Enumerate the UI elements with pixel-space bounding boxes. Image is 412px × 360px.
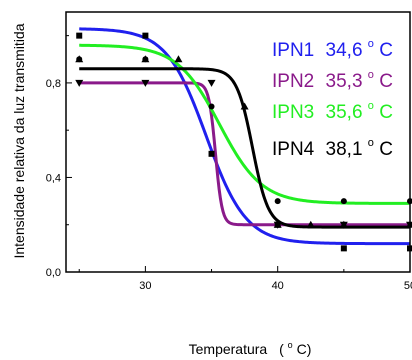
data-point-ipn3: [208, 103, 215, 110]
legend-entry-ipn1: IPN1 34,6 o C: [272, 31, 393, 61]
series-line-ipn2: [79, 81, 410, 227]
legend-ipn4-degree: o: [368, 137, 374, 149]
legend-ipn2-unit: C: [379, 71, 393, 92]
x-axis-unit-letter: C): [297, 341, 312, 357]
legend-ipn4-value: 38,1: [326, 139, 363, 160]
legend-ipn3-unit: C: [379, 102, 393, 123]
data-point-ipn1: [208, 150, 215, 157]
series-line-ipn4: [79, 67, 410, 229]
data-point-ipn4: [273, 220, 282, 228]
data-point-ipn1: [142, 32, 149, 39]
legend-ipn1-value: 34,6: [326, 40, 363, 61]
x-tick-label: 50: [404, 280, 412, 292]
legend-ipn3-value: 35,6: [326, 102, 363, 123]
legend-ipn2-value: 35,3: [326, 71, 363, 92]
legend-entry-ipn4: IPN4 38,1 o C: [272, 130, 393, 160]
data-point-ipn2: [75, 79, 84, 87]
y-tick-label: 0,0: [46, 267, 61, 279]
data-point-ipn4: [75, 55, 84, 63]
data-point-ipn4: [240, 102, 249, 110]
series-line-ipn1: [79, 27, 410, 246]
legend-entry-ipn2: IPN2 35,3 o C: [272, 62, 393, 92]
legend-entry-ipn3: IPN3 35,6 o C: [272, 93, 393, 123]
y-tick-label: 0,4: [46, 172, 61, 184]
y-tick-label: 0,8: [46, 78, 61, 90]
legend-ipn3-name: IPN3: [272, 102, 314, 123]
data-point-ipn3: [274, 198, 281, 205]
x-tick-label: 40: [272, 280, 284, 292]
legend-ipn1-degree: o: [368, 38, 374, 50]
y-axis-title: Intensidade relativa da luz transmitida: [11, 23, 27, 258]
x-axis-title: Temperatura ( o C): [189, 335, 312, 357]
legend-ipn4-name: IPN4: [272, 139, 315, 160]
curves-layer: [79, 27, 411, 246]
series-line-ipn3: [79, 43, 411, 205]
data-point-ipn1: [76, 32, 83, 39]
data-point-ipn1: [340, 245, 347, 252]
legend-ipn4-unit: C: [379, 139, 393, 160]
data-point-ipn3: [340, 198, 347, 205]
legend-ipn1-unit: C: [379, 40, 393, 61]
legend-ipn2-name: IPN2: [272, 71, 314, 92]
data-point-ipn2: [141, 79, 150, 87]
data-point-ipn4: [339, 220, 348, 228]
ticks-layer: 30 40 50 0,0 0,4 0,8: [46, 35, 412, 292]
x-tick-label: 30: [139, 280, 151, 292]
x-axis-title-text: Temperatura: [189, 341, 268, 357]
legend-ipn3-degree: o: [368, 100, 374, 112]
data-point-ipn4: [174, 55, 183, 63]
legend-ipn2-degree: o: [368, 69, 374, 81]
legend: IPN1 34,6 o C IPN2 35,3 o C IPN3 35,6 o …: [272, 31, 393, 160]
legend-ipn1-name: IPN1: [272, 40, 314, 61]
plot-frame: [65, 11, 411, 273]
data-point-ipn2: [207, 79, 216, 87]
x-axis-unit-open: (: [279, 341, 284, 357]
data-point-ipn4: [141, 55, 150, 63]
data-point-ipn4: [306, 220, 315, 228]
x-axis-unit-degree: o: [288, 340, 293, 350]
